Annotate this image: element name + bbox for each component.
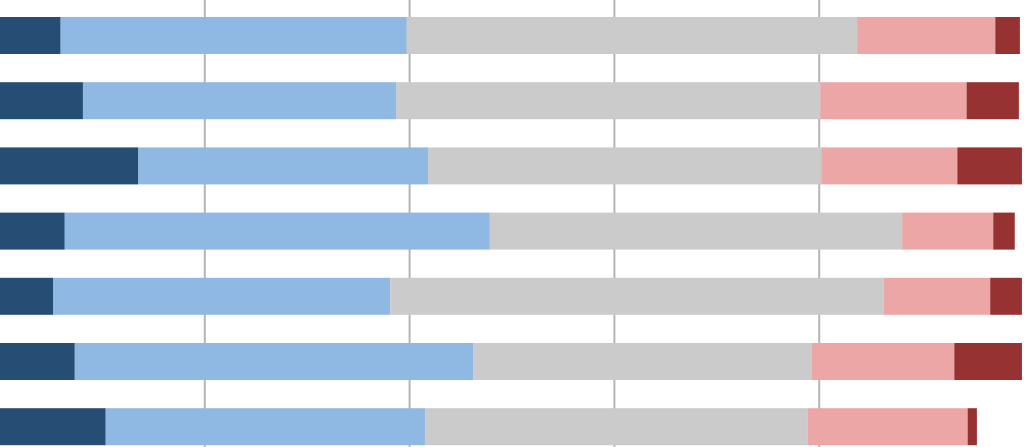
bar-segment [957,147,1022,185]
bar-segment [966,82,1019,120]
bar-segment [424,408,808,446]
bar-segment [64,212,490,250]
bar-segment [0,343,75,380]
bar-segment [0,17,61,54]
bar-segment [993,212,1015,250]
bar-segment [60,17,407,54]
bar-segment [820,82,967,120]
bar-segment [74,343,474,380]
bar-segment [902,212,994,250]
bar-segment [0,82,83,120]
bar-segment [0,147,139,185]
bar-segment [396,82,821,120]
bar-segment [821,147,958,185]
bar-segment [138,147,429,185]
bar-segment [0,277,54,315]
bar-segment [857,17,996,54]
bar-segment [0,212,65,250]
bar-segment [995,17,1020,54]
bar-segment [53,277,391,315]
bar-segment [967,408,977,446]
bar-segment [954,343,1022,380]
bar-segment [807,408,968,446]
bar-segment [82,82,397,120]
bar-segment [489,212,903,250]
bar-segment [473,343,813,380]
bar-segment [406,17,858,54]
bar-segment [105,408,425,446]
bar-segment [390,277,884,315]
bar-segment [0,408,106,446]
bar-segment [990,277,1022,315]
bar-segment [883,277,991,315]
bar-segment [428,147,822,185]
bar-segment [812,343,955,380]
